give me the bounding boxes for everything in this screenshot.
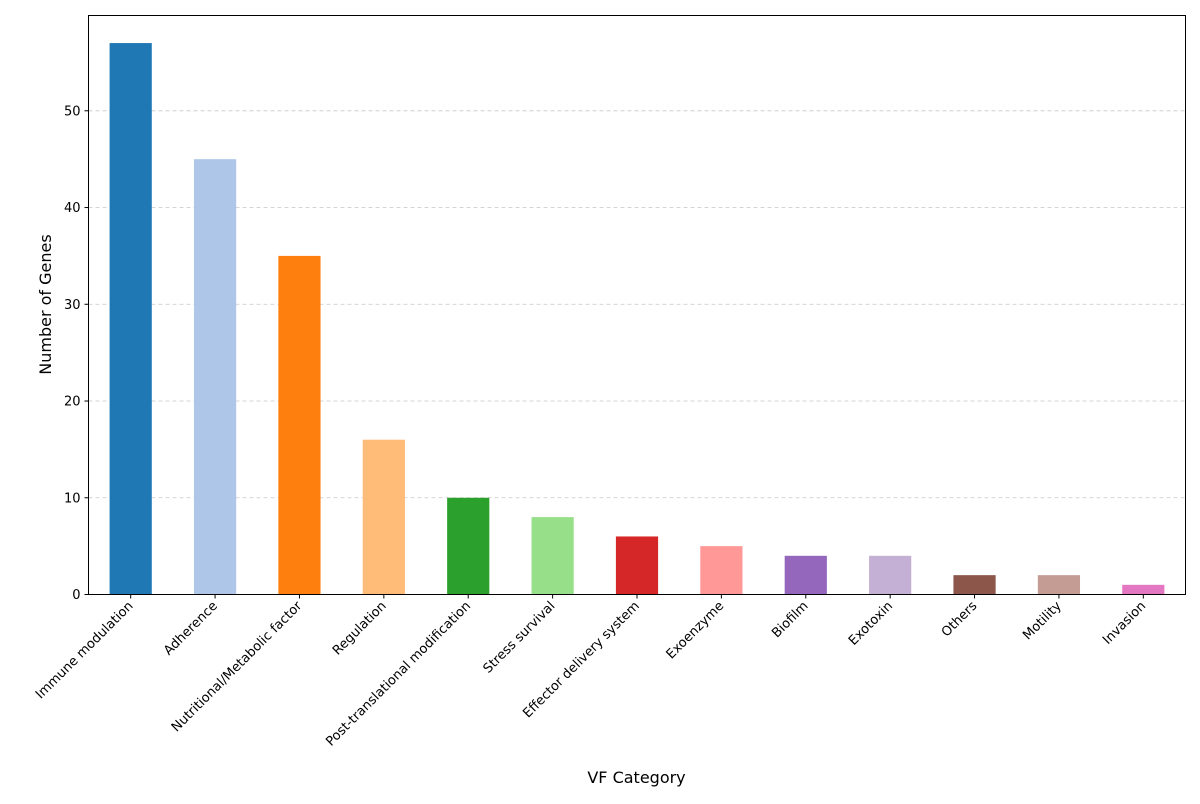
y-tick-label: 10 — [64, 491, 81, 506]
x-tick-label: Post-translational modification — [323, 599, 474, 750]
x-tick-label: Exoenzyme — [664, 599, 728, 663]
x-axis-label: VF Category — [587, 768, 685, 787]
x-tick-label: Motility — [1020, 599, 1065, 644]
bar — [953, 575, 996, 595]
bar — [615, 536, 659, 595]
bar — [869, 555, 912, 595]
y-tick-label: 50 — [64, 104, 81, 119]
y-axis-label: Number of Genes — [36, 234, 55, 374]
y-tick-label: 0 — [72, 588, 80, 603]
bar — [531, 517, 574, 595]
x-tick-label: Adherence — [161, 599, 221, 659]
y-tick-label: 40 — [64, 201, 81, 216]
y-tick-label: 30 — [64, 298, 81, 313]
bar — [447, 497, 490, 595]
y-tick-label: 20 — [64, 395, 81, 410]
x-tick-label: Immune modulation — [33, 599, 136, 702]
bar — [109, 43, 152, 595]
x-tick-label: Biofilm — [769, 599, 811, 641]
x-tick-label: Regulation — [330, 599, 390, 659]
bar — [1037, 575, 1081, 595]
x-axis-ticks: Immune modulation AdherenceNutritional/Me… — [33, 594, 1149, 750]
bar — [784, 555, 827, 595]
bar — [700, 546, 743, 595]
bar — [362, 439, 405, 595]
x-tick-label: Exotoxin — [846, 599, 896, 649]
bar — [193, 159, 237, 595]
x-tick-label: Others — [939, 599, 981, 641]
bars — [109, 43, 1165, 595]
x-tick-label: Invasion — [1100, 599, 1149, 648]
x-tick-label: Stress survival — [481, 599, 559, 677]
bar — [1122, 584, 1165, 595]
y-axis-ticks: 0 10 20 30 40 50 — [64, 104, 89, 603]
bar — [278, 255, 321, 595]
plot-frame — [88, 15, 1186, 595]
gridlines — [88, 110, 1186, 499]
